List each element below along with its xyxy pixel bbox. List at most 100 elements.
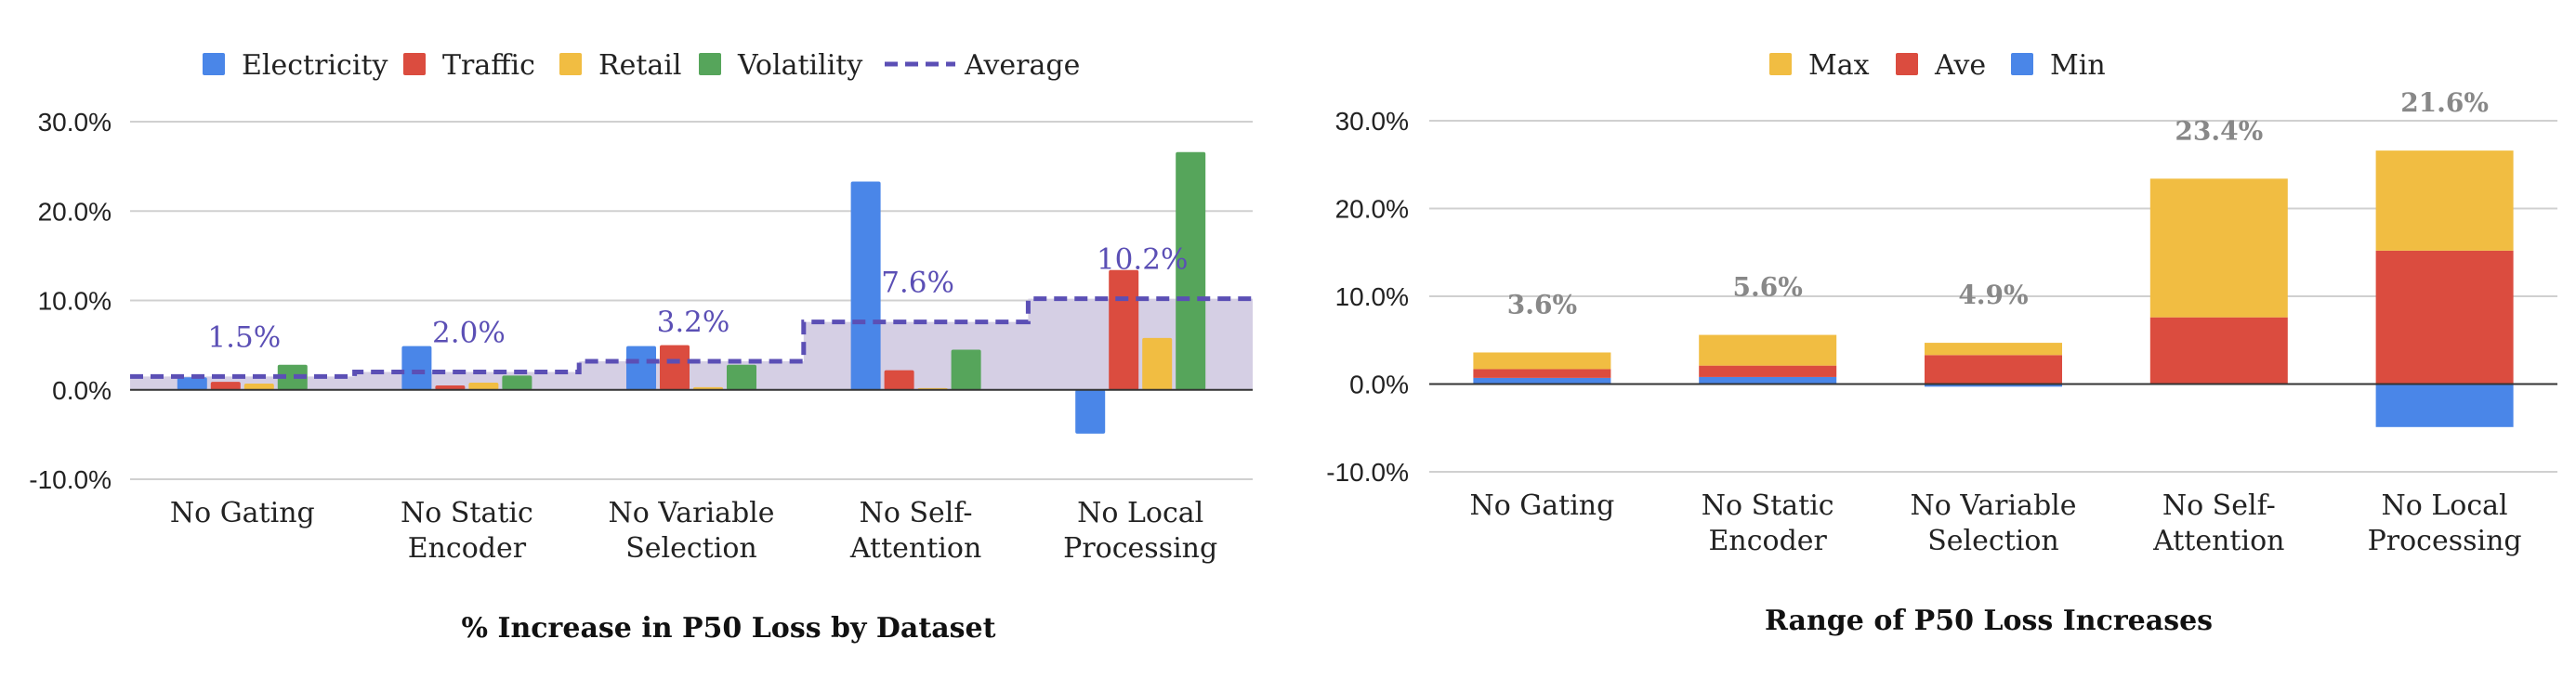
average-label-no-variable-selection: 3.2% [657, 306, 730, 339]
bar-ave-no-variable-selection [1925, 355, 2062, 385]
legend-swatch-traffic [403, 53, 426, 75]
bar-electricity-no-local-processing [1075, 389, 1106, 434]
x-category-label: No Local [1077, 497, 1203, 529]
x-category-label: Attention [2152, 525, 2284, 557]
x-category-label: No Gating [1469, 489, 1614, 522]
bar-traffic-no-variable-selection [660, 345, 690, 390]
chart1-average-line [130, 296, 1253, 379]
bar-electricity-no-self-attention [850, 181, 881, 390]
average-label-no-self-attention: 7.6% [881, 267, 954, 300]
y-tick-label: 0.0% [1349, 371, 1409, 399]
y-tick-label: 10.0% [38, 287, 112, 316]
chart2-bars [1429, 150, 2557, 427]
average-step-line [130, 296, 1253, 379]
bar-traffic-no-gating [210, 382, 241, 390]
bar-min-no-gating [1473, 377, 1611, 385]
chart2-gridlines [1429, 120, 2557, 473]
x-category-label: No Self- [2162, 489, 2276, 522]
bar-min-no-static-encoder [1699, 376, 1837, 385]
bar-volatility-no-variable-selection [727, 364, 756, 390]
x-category-label: Selection [1927, 525, 2059, 557]
legend-label-retail: Retail [598, 49, 681, 82]
bar-volatility-no-local-processing [1176, 151, 1206, 390]
bar-traffic-no-local-processing [1109, 269, 1139, 390]
y-tick-label: 20.0% [1335, 195, 1409, 224]
chart1-average-labels: 1.5% 2.0% 3.2% 7.6% 10.2% [207, 243, 1188, 355]
average-label-no-gating: 1.5% [207, 320, 281, 354]
bar-max-no-variable-selection [1925, 343, 2062, 356]
chart2-legend: Max Ave Min [1769, 49, 2106, 82]
chart2-title: Range of P50 Loss Increases [1765, 605, 2213, 637]
legend-label-traffic: Traffic [442, 49, 535, 82]
chart-p50-loss-by-dataset: Electricity Traffic Retail Volatility Averag… [29, 49, 1253, 645]
total-label-no-static-encoder: 5.6% [1733, 272, 1803, 303]
chart2-y-ticks: -10.0% 0.0% 10.0% 20.0% 30.0% [1326, 107, 1409, 487]
y-tick-label: 30.0% [38, 108, 112, 137]
y-tick-label: -10.0% [1326, 458, 1409, 487]
x-category-label: Processing [1063, 532, 1217, 565]
chart-range-of-p50-loss: Max Ave Min 3.6% 5.6% 4.9% 23.4% 21.6% -10.0% 0… [1326, 49, 2557, 637]
x-category-label: Encoder [1709, 525, 1828, 557]
bar-max-no-self-attention [2149, 178, 2288, 318]
x-category-label: No Local [2382, 489, 2508, 522]
bar-retail-no-local-processing [1142, 337, 1173, 390]
average-label-no-local-processing: 10.2% [1097, 243, 1188, 277]
bar-volatility-no-static-encoder [502, 375, 532, 390]
bar-electricity-no-static-encoder [401, 346, 432, 390]
y-tick-label: -10.0% [29, 465, 112, 494]
x-category-label: Processing [2368, 525, 2522, 557]
total-label-no-self-attention: 23.4% [2175, 115, 2263, 146]
y-tick-label: 10.0% [1335, 282, 1409, 311]
bar-min-no-local-processing [2375, 384, 2514, 427]
x-category-label: No Static [401, 497, 533, 529]
bar-ave-no-gating [1473, 369, 1611, 378]
x-category-label: Encoder [408, 532, 527, 565]
x-category-label: No Static [1702, 489, 1834, 522]
bar-max-no-gating [1473, 352, 1611, 370]
legend-label-max: Max [1808, 49, 1870, 82]
bar-volatility-no-gating [277, 364, 308, 390]
bar-traffic-no-self-attention [884, 370, 914, 390]
legend-label-electricity: Electricity [242, 49, 388, 82]
chart1-legend: Electricity Traffic Retail Volatility Averag… [203, 49, 1080, 82]
x-category-label: No Variable [608, 497, 774, 529]
legend-swatch-electricity [203, 53, 225, 75]
total-label-no-variable-selection: 4.9% [1958, 280, 2028, 310]
bar-ave-no-local-processing [2375, 250, 2514, 385]
bar-max-no-local-processing [2375, 150, 2514, 251]
bar-electricity-no-gating [177, 377, 207, 390]
legend-label-volatility: Volatility [737, 49, 862, 82]
total-label-no-gating: 3.6% [1507, 289, 1577, 319]
legend-label-ave: Ave [1934, 49, 1986, 82]
chart2-total-labels: 3.6% 5.6% 4.9% 23.4% 21.6% [1507, 87, 2489, 319]
legend-swatch-volatility [699, 53, 721, 75]
legend-swatch-retail [559, 53, 582, 75]
y-tick-label: 0.0% [52, 376, 112, 405]
x-category-label: No Gating [170, 497, 315, 529]
chart1-bars [130, 151, 1253, 434]
average-label-no-static-encoder: 2.0% [432, 317, 506, 350]
x-category-label: No Self- [860, 497, 973, 529]
legend-swatch-max [1769, 53, 1792, 75]
x-category-label: Attention [849, 532, 981, 565]
y-tick-label: 30.0% [1335, 107, 1409, 136]
chart1-title: % Increase in P50 Loss by Dataset [462, 612, 996, 645]
legend-swatch-ave [1896, 53, 1918, 75]
bar-retail-no-static-encoder [468, 383, 499, 390]
bar-retail-no-gating [243, 384, 274, 390]
bar-max-no-static-encoder [1699, 334, 1837, 366]
legend-label-average: Average [964, 49, 1080, 82]
bar-volatility-no-self-attention [951, 349, 981, 390]
bar-traffic-no-static-encoder [435, 385, 466, 390]
x-category-label: Selection [625, 532, 757, 565]
bar-electricity-no-variable-selection [626, 346, 656, 390]
x-category-label: No Variable [1910, 489, 2076, 522]
bar-min-no-variable-selection [1925, 384, 2062, 387]
bar-ave-no-static-encoder [1699, 365, 1837, 377]
y-tick-label: 20.0% [38, 197, 112, 226]
total-label-no-local-processing: 21.6% [2400, 87, 2489, 118]
